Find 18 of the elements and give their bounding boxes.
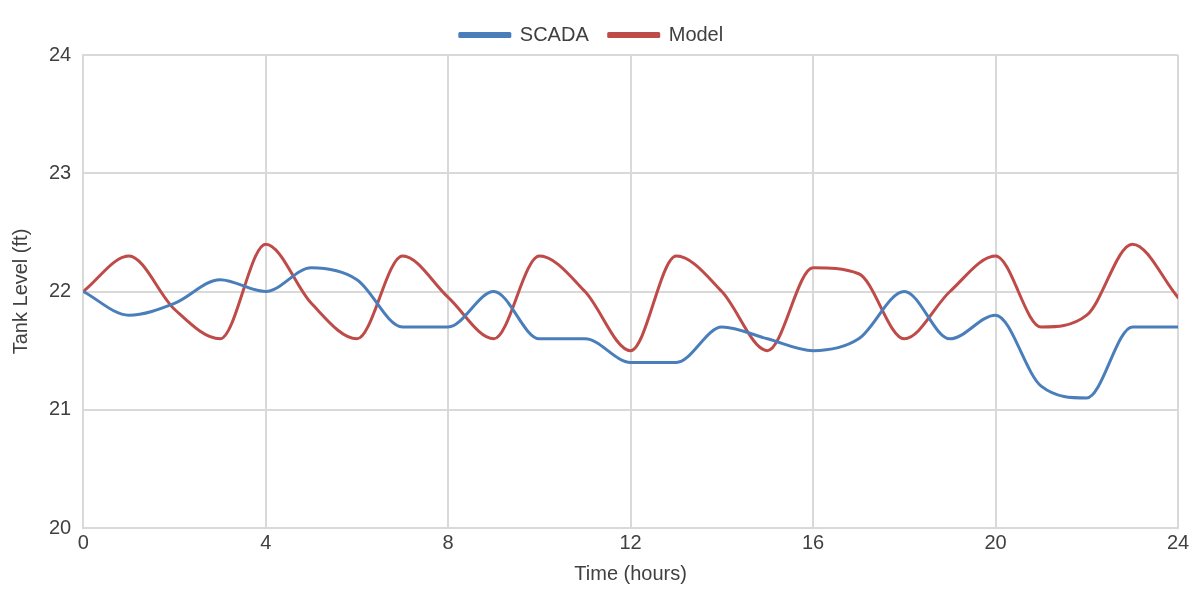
x-tick-label: 0: [77, 530, 89, 553]
y-tick-label: 23: [49, 160, 72, 183]
x-tick-label: 16: [801, 530, 825, 553]
x-tick-label: 4: [260, 530, 272, 553]
line-series: [83, 266, 1178, 400]
x-tick-label: 12: [619, 530, 642, 553]
y-tick-label: 22: [49, 279, 72, 302]
line-series: [83, 242, 1178, 353]
y-tick-label: 20: [49, 515, 72, 538]
legend-label: SCADA: [519, 22, 590, 45]
x-axis-title: Time (hours): [574, 561, 687, 584]
legend-label: Model: [668, 22, 724, 45]
x-tick-label: 24: [1166, 530, 1190, 553]
y-tick-label: 21: [49, 397, 72, 420]
x-tick-label: 8: [442, 530, 454, 553]
x-tick-label: 20: [984, 530, 1007, 553]
y-axis-title: Tank Level (ft): [8, 228, 31, 355]
y-tick-label: 24: [49, 42, 72, 65]
